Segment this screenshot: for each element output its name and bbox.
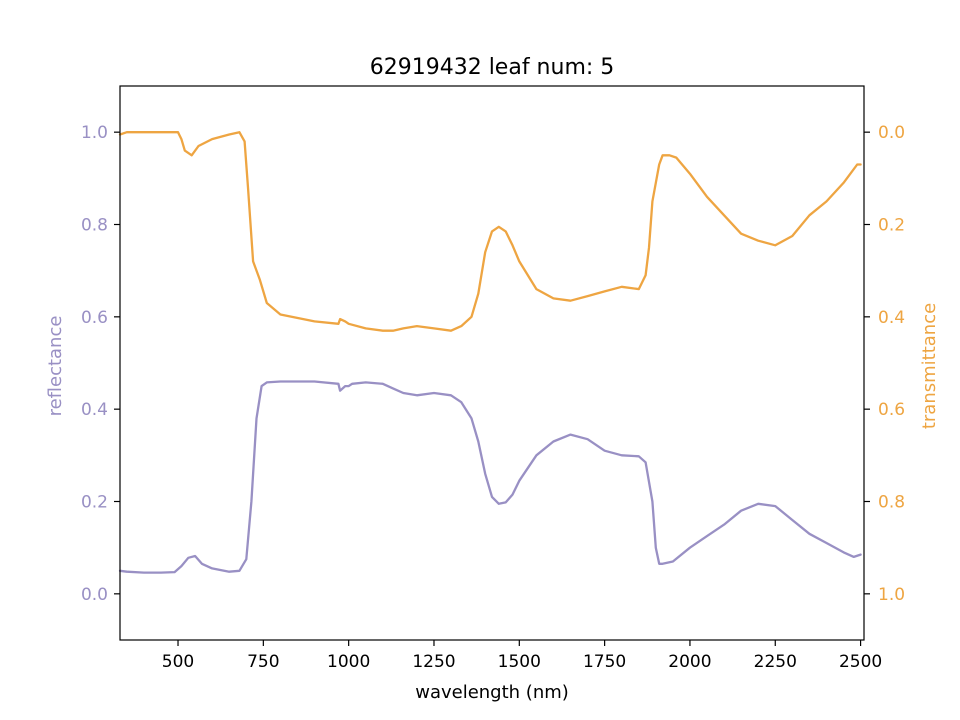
series-layer: [118, 131, 862, 574]
left-y-tick-label: 0.2: [81, 493, 108, 513]
transmittance-series-line: [118, 131, 862, 332]
x-tick-label: 1750: [583, 652, 626, 672]
right-y-tick-label: 1.0: [878, 585, 905, 605]
left-y-tick-label: 0.6: [81, 308, 108, 328]
left-y-axis-label: reflectance: [45, 316, 66, 417]
left-y-tick-label: 1.0: [81, 123, 108, 143]
x-tick-label: 500: [162, 652, 194, 672]
x-tick-label: 1250: [412, 652, 455, 672]
left-y-tick-label: 0.8: [81, 216, 108, 236]
axes-layer: 500 750 1000 1250 1500 1750 2000 2250 2500 0.0 0.2…: [81, 85, 905, 672]
x-tick-label: 1000: [327, 652, 370, 672]
right-y-tick-label: 0.6: [878, 400, 905, 420]
x-tick-label: 2500: [839, 652, 882, 672]
x-tick-label: 750: [247, 652, 279, 672]
left-y-tick-label: 0.4: [81, 400, 108, 420]
right-y-tick-label: 0.4: [878, 308, 905, 328]
right-y-tick-label: 0.2: [878, 216, 905, 236]
x-axis-label: wavelength (nm): [415, 682, 569, 703]
left-y-tick-label: 0.0: [81, 585, 108, 605]
chart-title: 62919432 leaf num: 5: [370, 55, 615, 80]
x-tick-label: 2250: [754, 652, 797, 672]
right-y-axis-label: transmittance: [919, 303, 940, 429]
x-tick-label: 2000: [668, 652, 711, 672]
plot-frame: [119, 85, 865, 641]
reflectance-series-line: [118, 380, 862, 574]
right-y-tick-label: 0.8: [878, 493, 905, 513]
x-tick-label: 1500: [498, 652, 541, 672]
right-y-tick-label: 0.0: [878, 123, 905, 143]
